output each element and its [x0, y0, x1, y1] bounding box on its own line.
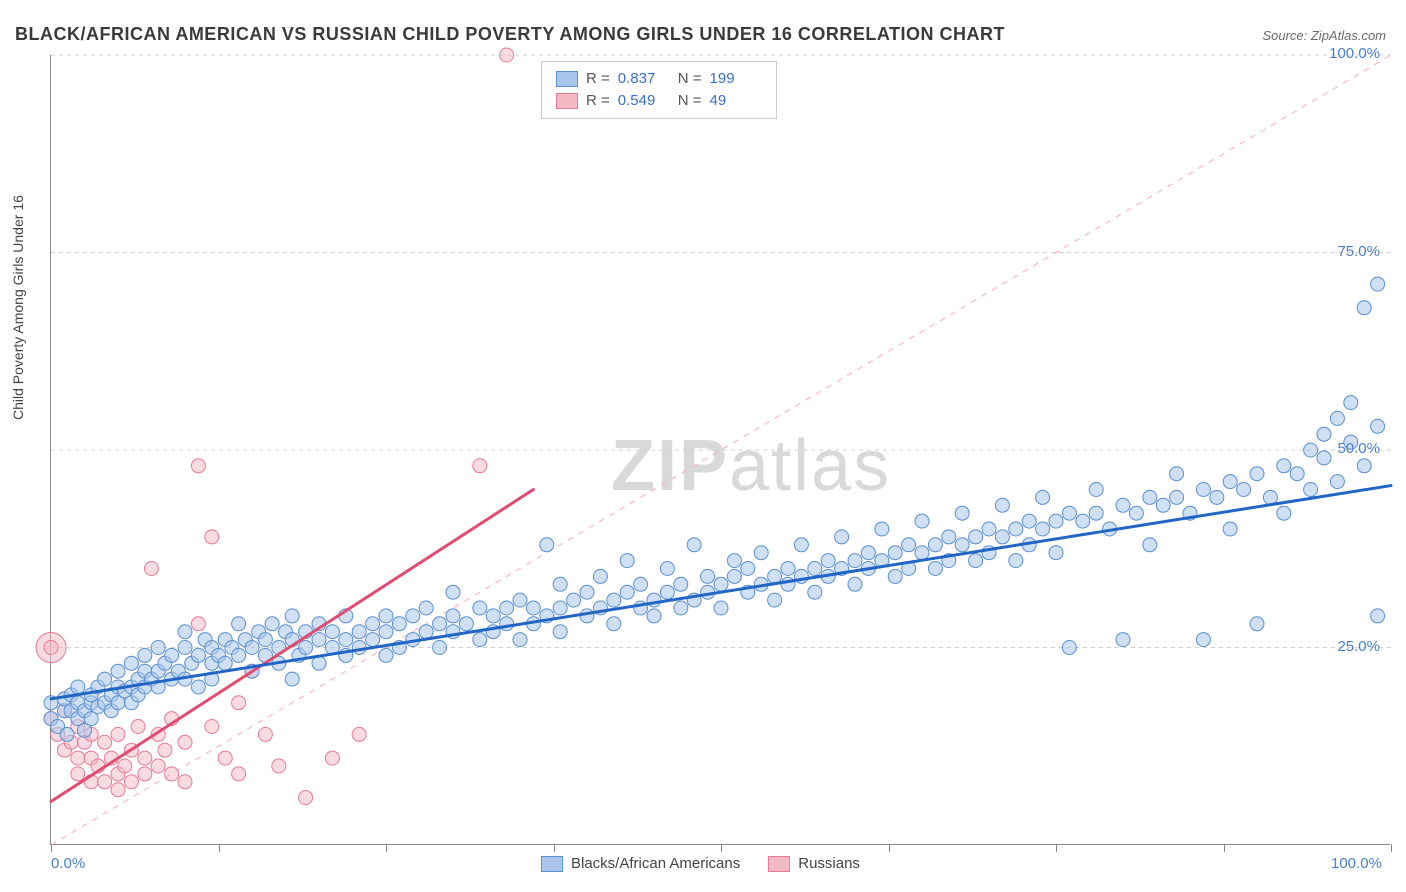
correlation-legend: R = 0.837 N = 199 R = 0.549 N = 49: [541, 61, 777, 119]
legend-row-blue: R = 0.837 N = 199: [556, 68, 762, 90]
chart-title: BLACK/AFRICAN AMERICAN VS RUSSIAN CHILD …: [15, 24, 1005, 45]
legend-label-pink: Russians: [798, 855, 860, 872]
legend-swatch-blue: [556, 71, 578, 87]
source-attribution: Source: ZipAtlas.com: [1262, 28, 1386, 43]
legend-row-pink: R = 0.549 N = 49: [556, 90, 762, 112]
y-tick-label: 75.0%: [1337, 243, 1380, 260]
scatter-svg: [51, 55, 1390, 844]
x-tick-label: 0.0%: [51, 855, 85, 872]
legend-label-blue: Blacks/African Americans: [571, 855, 740, 872]
legend-r-value-blue: 0.837: [618, 68, 670, 90]
legend-n-label: N =: [678, 90, 702, 112]
legend-r-label: R =: [586, 68, 610, 90]
y-tick-label: 50.0%: [1337, 440, 1380, 457]
legend-swatch-pink: [768, 856, 790, 872]
legend-n-value-blue: 199: [710, 68, 762, 90]
legend-n-value-pink: 49: [710, 90, 762, 112]
legend-r-label: R =: [586, 90, 610, 112]
y-tick-label: 100.0%: [1329, 45, 1380, 62]
y-tick-label: 25.0%: [1337, 638, 1380, 655]
x-tick-label: 100.0%: [1331, 855, 1382, 872]
legend-n-label: N =: [678, 68, 702, 90]
legend-swatch-blue: [541, 856, 563, 872]
chart-plot-area: ZIPatlas R = 0.837 N = 199 R = 0.549 N =…: [50, 55, 1390, 845]
legend-swatch-pink: [556, 93, 578, 109]
legend-item-blue: Blacks/African Americans: [541, 855, 740, 872]
legend-item-pink: Russians: [768, 855, 860, 872]
series-legend: Blacks/African Americans Russians: [541, 855, 860, 872]
y-axis-label: Child Poverty Among Girls Under 16: [10, 195, 26, 420]
legend-r-value-pink: 0.549: [618, 90, 670, 112]
